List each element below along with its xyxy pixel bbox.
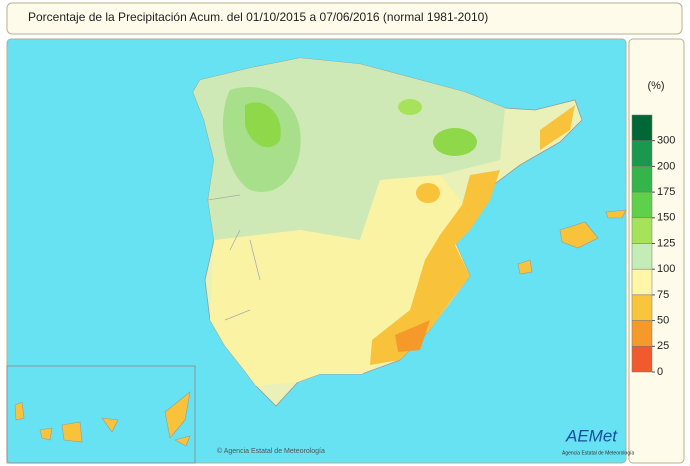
legend-swatch xyxy=(631,294,653,321)
credit: © Agencia Estatal de Meteorología xyxy=(217,447,325,455)
legend-tick-label: 200 xyxy=(657,160,675,172)
legend-tick-label: 50 xyxy=(657,315,669,327)
title: Porcentaje de la Precipitación Acum. del… xyxy=(28,10,488,24)
legend-tick-label: 150 xyxy=(657,212,675,224)
legend-tick-label: 125 xyxy=(657,237,675,249)
legend-swatch xyxy=(631,140,653,167)
legend-swatch xyxy=(631,243,653,270)
legend-swatch xyxy=(631,217,653,244)
legend-tick-label: 175 xyxy=(657,186,675,198)
legend-swatch xyxy=(631,166,653,193)
logo-subtitle: Agencia Estatal de Meteorología xyxy=(562,450,634,456)
legend-tick-label: 25 xyxy=(657,340,669,352)
legend-swatch xyxy=(631,346,653,373)
legend-tick-label: 100 xyxy=(657,263,675,275)
legend-unit: (%) xyxy=(647,80,664,92)
legend-swatch xyxy=(631,320,653,347)
iberia-map xyxy=(6,57,627,464)
legend-swatch xyxy=(631,191,653,219)
legend-swatch xyxy=(631,114,653,141)
legend-tick-label: 75 xyxy=(657,289,669,301)
title-box xyxy=(6,2,683,35)
legend-tick-label: 300 xyxy=(657,135,675,147)
legend: 300 200 175 150 125 100 75 50 25 0 xyxy=(631,114,675,378)
legend-swatch xyxy=(631,268,653,296)
logo-name: AEMet xyxy=(565,426,618,445)
legend-tick-label: 0 xyxy=(657,366,663,378)
